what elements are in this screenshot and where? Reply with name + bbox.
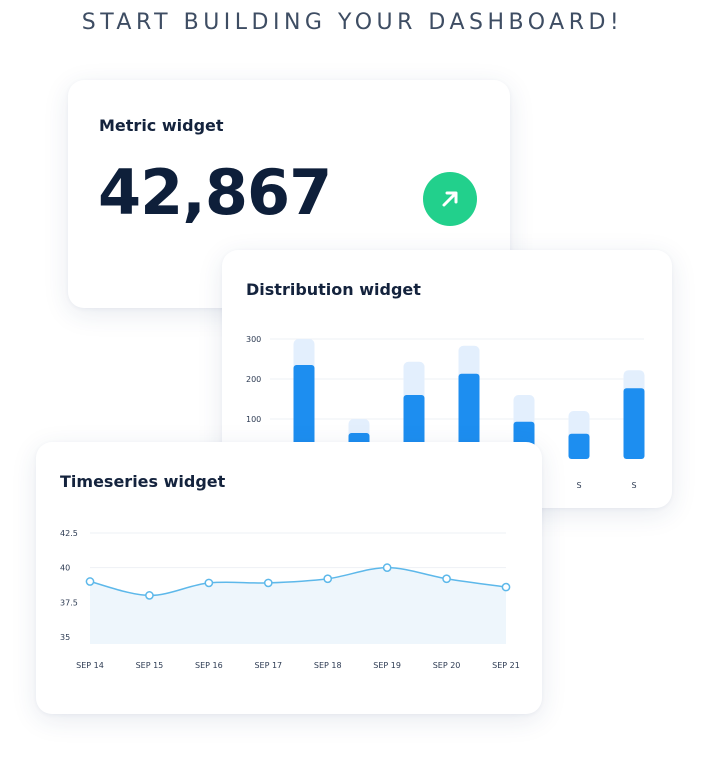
x-tick-label: SEP 19 — [373, 661, 401, 670]
area-fill — [90, 567, 506, 644]
bar — [458, 373, 480, 459]
y-tick-label: 300 — [246, 335, 261, 344]
metric-value: 42,867 — [98, 156, 332, 229]
distribution-widget-title: Distribution widget — [246, 280, 421, 299]
x-tick-label: SEP 21 — [492, 661, 520, 670]
data-point — [323, 574, 333, 584]
data-point — [263, 578, 273, 588]
y-tick-label: 42.5 — [60, 529, 78, 538]
x-tick-label: S — [576, 481, 581, 490]
timeseries-chart: 35 37.5 40 42.5 SEP 14 SEP 15 SEP 16 SEP 17 SEP … — [60, 529, 520, 670]
data-point — [204, 578, 214, 588]
x-tick-label: S — [631, 481, 636, 490]
x-tick-label: SEP 14 — [76, 661, 104, 670]
timeseries-widget-card[interactable]: Timeseries widget 35 37.5 40 42.5 SEP 14 SEP … — [36, 442, 542, 714]
data-point — [501, 582, 511, 592]
y-tick-label: 35 — [60, 633, 70, 642]
y-tick-label: 100 — [246, 415, 261, 424]
x-tick-label: SEP 15 — [136, 661, 164, 670]
x-tick-label: SEP 18 — [314, 661, 342, 670]
y-tick-label: 37.5 — [60, 598, 78, 607]
y-tick-label: 200 — [246, 375, 261, 384]
series-line — [89, 566, 507, 597]
bar — [293, 365, 315, 459]
bar — [623, 388, 645, 459]
x-tick-label: SEP 16 — [195, 661, 223, 670]
bar — [568, 433, 590, 459]
headline: START BUILDING YOUR DASHBOARD! — [81, 10, 624, 35]
data-point — [442, 574, 451, 584]
x-tick-label: SEP 17 — [254, 661, 282, 670]
data-point — [382, 563, 392, 572]
data-point — [145, 591, 154, 600]
x-tick-label: SEP 20 — [433, 661, 461, 670]
arrow-up-right-icon — [423, 172, 477, 226]
timeseries-widget-title: Timeseries widget — [60, 472, 226, 491]
data-point — [85, 577, 95, 586]
metric-widget-title: Metric widget — [99, 116, 224, 135]
arrow-up-right-glyph — [442, 191, 458, 207]
y-tick-label: 40 — [60, 564, 70, 573]
